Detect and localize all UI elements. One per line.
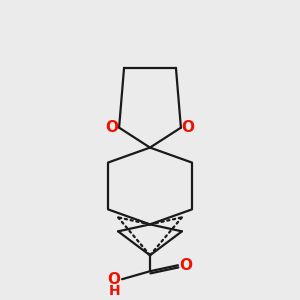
Text: H: H <box>108 284 120 298</box>
Text: O: O <box>108 272 121 287</box>
Text: O: O <box>182 120 194 135</box>
Text: O: O <box>106 120 118 135</box>
Text: O: O <box>179 258 192 273</box>
